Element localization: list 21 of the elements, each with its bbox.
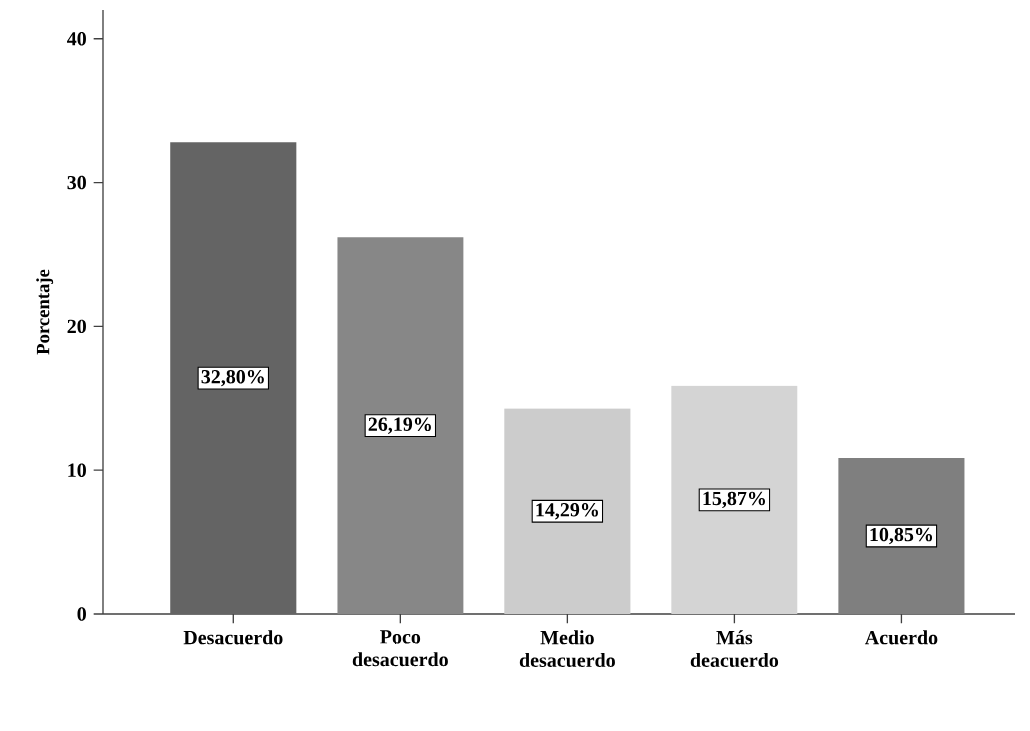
- bar: [671, 385, 798, 614]
- x-tick-label: Poco desacuerdo: [352, 630, 448, 667]
- y-tick-label: 0: [77, 607, 86, 621]
- data-label: 32,80%: [201, 369, 264, 387]
- y-tick-label: 30: [67, 175, 86, 190]
- bar: [337, 237, 464, 614]
- bar: [504, 408, 631, 614]
- data-label: 14,29%: [536, 503, 598, 520]
- data-label: 26,19%: [368, 417, 431, 434]
- x-tick-label: Medio desacuerdo: [519, 630, 615, 668]
- y-tick-label: 40: [67, 32, 86, 46]
- bar: [170, 142, 297, 614]
- bar: [838, 457, 965, 614]
- data-label: 10,85%: [870, 527, 933, 545]
- x-tick-label: Desacuerdo: [183, 630, 283, 645]
- y-axis-title: Porcentaje: [36, 269, 54, 355]
- x-tick-label: Más deacuerdo: [690, 630, 779, 668]
- y-tick-label: 20: [67, 319, 86, 334]
- y-tick-label: 10: [68, 463, 86, 477]
- x-tick-label: Acuerdo: [864, 630, 938, 645]
- data-label: 15,87%: [703, 491, 765, 509]
